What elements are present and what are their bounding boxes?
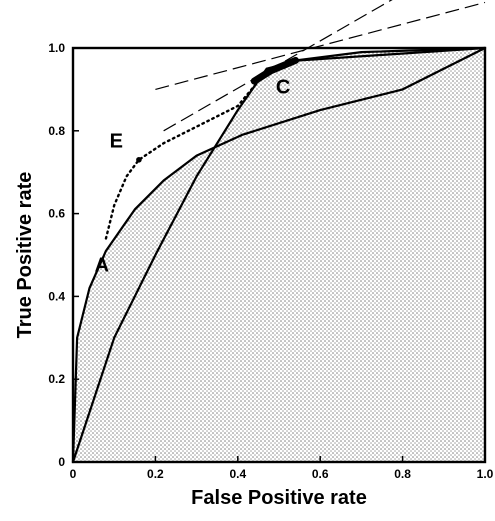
y-tick-label: 0.2 <box>48 372 65 386</box>
y-tick-label: 0.4 <box>48 289 65 303</box>
x-tick-label: 1.0 <box>477 467 494 481</box>
x-axis-title: False Positive rate <box>191 487 367 509</box>
series-curve-e <box>104 79 260 240</box>
x-tick-label: 0.4 <box>229 467 246 481</box>
annotation-e: E <box>110 130 123 152</box>
series-curve-a <box>71 46 487 464</box>
y-tick-label: 0 <box>58 455 65 469</box>
annotation-a: A <box>95 255 109 277</box>
iso-line-1 <box>155 1 486 90</box>
y-tick-label: 0.6 <box>48 207 65 221</box>
iso-lines <box>155 0 486 132</box>
x-axis-ticks: 0 0.2 0.4 0.6 0.8 1.0 <box>70 456 494 481</box>
x-tick-label: 0 <box>70 467 77 481</box>
series-segment-c <box>250 56 299 85</box>
iso-line-2 <box>163 0 393 132</box>
plot-frame <box>71 46 487 464</box>
annotation-c: C <box>276 77 290 99</box>
y-axis-title: True Positive rate <box>14 172 36 339</box>
y-axis-ticks: 0 0.2 0.4 0.6 0.8 1.0 <box>48 41 79 469</box>
point-1 <box>136 156 142 163</box>
x-tick-label: 0.2 <box>147 467 164 481</box>
shaded-region <box>73 48 485 462</box>
series-hull-top <box>294 46 487 62</box>
y-tick-label: 0.8 <box>48 124 65 138</box>
points-group <box>136 156 142 163</box>
x-tick-label: 0.6 <box>312 467 329 481</box>
y-tick-label: 1.0 <box>48 41 65 55</box>
shade-hull-top <box>295 48 485 462</box>
series-group <box>71 46 487 464</box>
x-tick-label: 0.8 <box>394 467 411 481</box>
annotations: A C E <box>95 77 291 277</box>
